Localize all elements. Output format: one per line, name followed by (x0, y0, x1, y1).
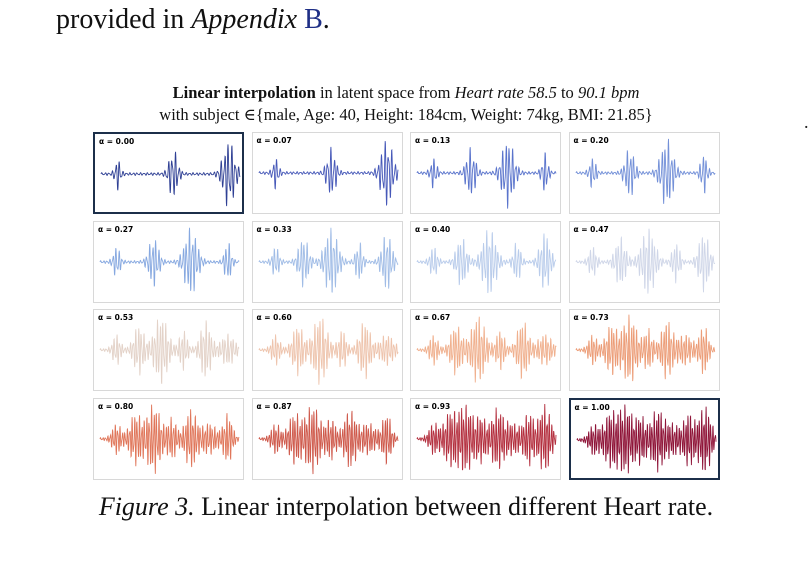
alpha-label: α = 0.60 (256, 313, 292, 322)
alpha-label: α = 0.47 (573, 224, 609, 234)
waveform-line (575, 228, 715, 294)
waveform-plot (576, 404, 716, 473)
interpolation-panel: α = 0.00 (93, 132, 244, 214)
waveform-plot (258, 141, 398, 206)
interpolation-panel: α = 0.80 (93, 397, 244, 480)
preceding-text-suffix: . (322, 4, 330, 35)
interpolation-panel: α = 0.07 (251, 132, 403, 214)
alpha-label: α = 0.00 (99, 137, 135, 146)
interpolation-panel: α = 0.13 (410, 132, 561, 214)
interpolation-panel: α = 0.27 (93, 220, 244, 303)
interpolation-panel: α = 0.73 (568, 309, 720, 391)
alpha-label: α = 0.40 (415, 224, 451, 234)
waveform-plot (416, 229, 557, 293)
waveform-plot (416, 403, 557, 470)
interpolation-grid: α = 0.00 α = 0.07 α = 0.13 α = 0.20 α = 0.27… (93, 132, 720, 485)
figure-title-bold: Linear interpolation (172, 83, 316, 102)
alpha-label: α = 0.33 (256, 224, 292, 234)
alpha-label: α = 0.93 (415, 401, 451, 411)
interpolation-panel: α = 0.20 (568, 132, 720, 214)
waveform-line (258, 227, 398, 293)
waveform-line (416, 316, 557, 383)
alpha-label: α = 0.53 (98, 313, 134, 322)
waveform-plot (575, 138, 715, 204)
waveform-plot (99, 404, 240, 474)
waveform-line (258, 141, 398, 206)
alpha-label: α = 0.67 (415, 313, 451, 322)
waveform-line (258, 406, 398, 474)
waveform-plot (99, 227, 240, 291)
interpolation-panel: α = 0.47 (568, 220, 720, 303)
alpha-label: α = 0.87 (256, 401, 292, 411)
waveform-plot (575, 314, 715, 382)
waveform-plot (99, 319, 240, 384)
figure-title-line2: with subject ∈{male, Age: 40, Height: 18… (159, 105, 653, 124)
alpha-label: α = 0.80 (98, 401, 134, 411)
figure-title-to: 90.1 bpm (577, 83, 640, 102)
margin-mark: . (804, 112, 809, 132)
waveform-plot (575, 228, 715, 294)
interpolation-panel: α = 0.33 (251, 220, 403, 303)
waveform-line (99, 319, 240, 384)
figure-title: Linear interpolation in latent space fro… (0, 82, 812, 126)
figure-caption-text: Linear interpolation between different H… (194, 492, 714, 521)
figure-title-text1: in latent space from (315, 83, 455, 102)
interpolation-panel: α = 0.40 (410, 220, 561, 303)
alpha-label: α = 1.00 (574, 402, 610, 412)
waveform-plot (416, 145, 557, 209)
waveform-line (100, 144, 241, 207)
preceding-text-line: provided in Appendix B. (56, 2, 330, 38)
figure-caption: Figure 3. Linear interpolation between d… (0, 490, 812, 524)
alpha-label: α = 0.73 (573, 313, 609, 322)
waveform-plot (100, 144, 241, 207)
waveform-plot (416, 316, 557, 383)
waveform-plot (258, 318, 398, 385)
interpolation-panel: α = 0.60 (251, 309, 403, 391)
figure-title-from: Heart rate 58.5 (454, 83, 557, 102)
waveform-line (258, 318, 398, 385)
waveform-line (576, 404, 716, 473)
preceding-text-prefix: provided in (56, 4, 192, 35)
figure-caption-label: Figure 3. (98, 492, 195, 521)
appendix-word: Appendix (191, 4, 298, 35)
waveform-line (416, 229, 557, 293)
alpha-label: α = 0.27 (98, 224, 134, 234)
waveform-plot (258, 406, 398, 474)
interpolation-panel: α = 0.53 (93, 309, 244, 391)
alpha-label: α = 0.20 (573, 136, 609, 145)
alpha-label: α = 0.13 (415, 136, 451, 145)
waveform-line (416, 145, 557, 209)
appendix-link[interactable]: B (304, 4, 323, 35)
waveform-line (99, 227, 240, 291)
interpolation-panel: α = 0.87 (251, 397, 403, 480)
figure-title-text2: to (556, 83, 578, 102)
waveform-line (575, 138, 715, 204)
waveform-line (416, 403, 557, 470)
interpolation-panel: α = 1.00 (568, 397, 720, 480)
waveform-plot (258, 227, 398, 293)
waveform-line (99, 404, 240, 474)
waveform-line (575, 314, 715, 382)
alpha-label: α = 0.07 (256, 136, 292, 145)
figure-title-line1: Linear interpolation in latent space fro… (0, 82, 812, 104)
interpolation-panel: α = 0.93 (410, 397, 561, 480)
interpolation-panel: α = 0.67 (410, 309, 561, 391)
